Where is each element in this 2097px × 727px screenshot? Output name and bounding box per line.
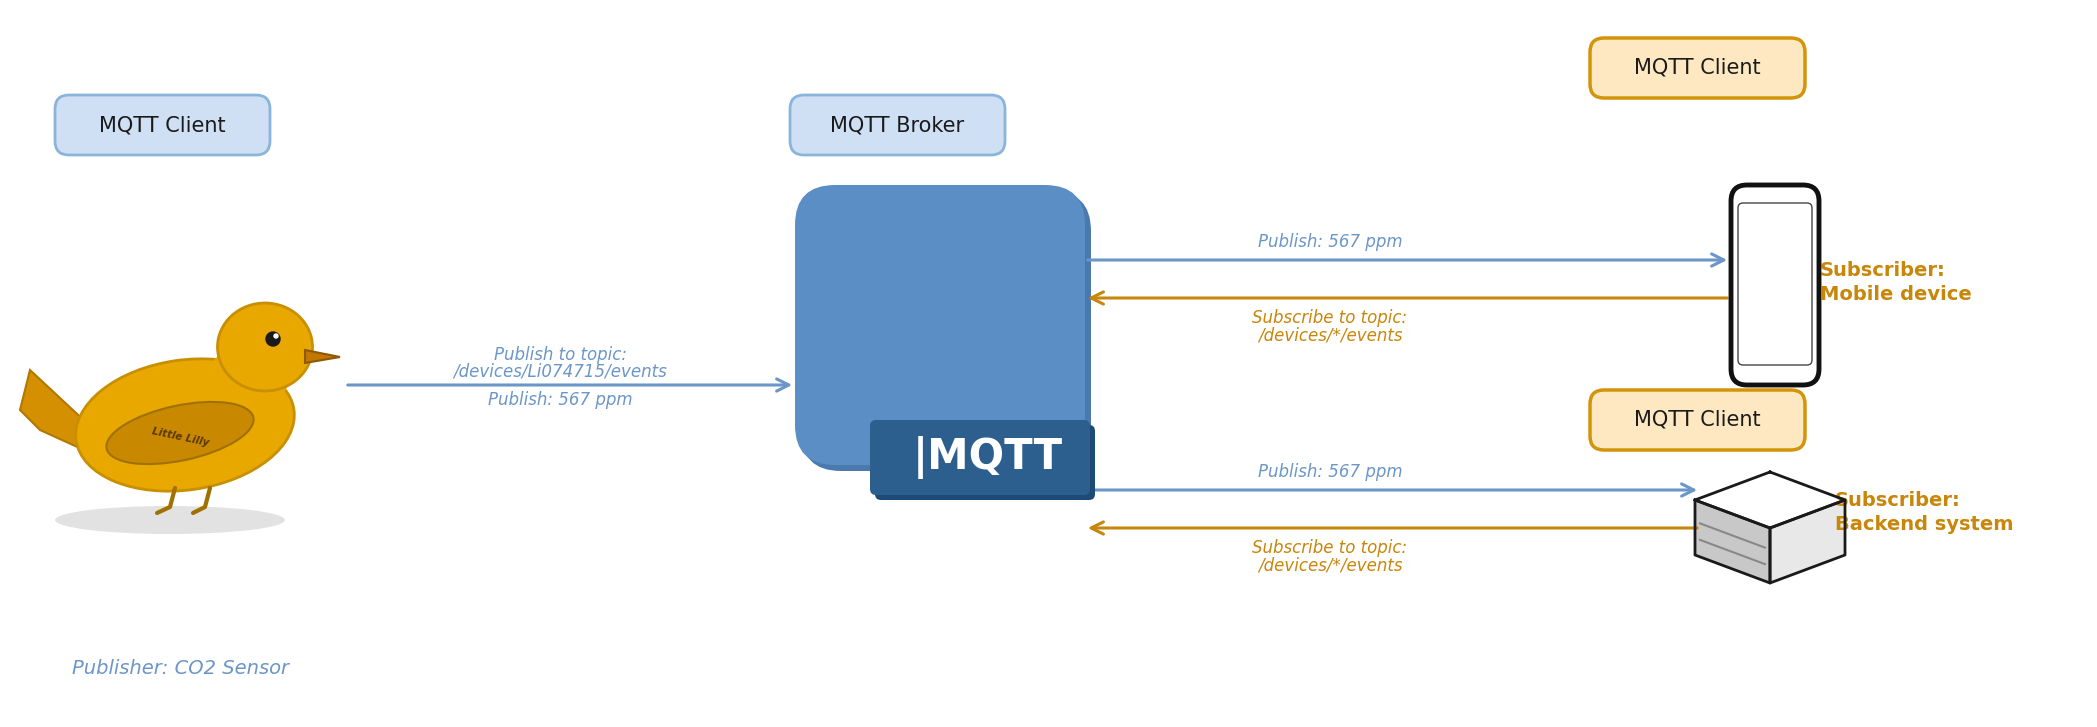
Text: Subscriber:: Subscriber:	[1835, 491, 1961, 510]
Text: MQTT Client: MQTT Client	[99, 115, 226, 135]
FancyBboxPatch shape	[874, 425, 1095, 500]
Polygon shape	[21, 370, 105, 455]
Text: /devices/*/events: /devices/*/events	[1258, 556, 1403, 574]
Text: Subscribe to topic:: Subscribe to topic:	[1252, 309, 1407, 327]
Text: Subscriber:: Subscriber:	[1820, 260, 1946, 279]
Text: MQTT Broker: MQTT Broker	[830, 115, 965, 135]
Text: /devices/*/events: /devices/*/events	[1258, 326, 1403, 344]
FancyBboxPatch shape	[795, 185, 1084, 465]
Text: Publish: 567 ppm: Publish: 567 ppm	[489, 391, 633, 409]
Text: MQTT Client: MQTT Client	[1634, 410, 1761, 430]
Text: MQTT Client: MQTT Client	[1634, 58, 1761, 78]
FancyBboxPatch shape	[1590, 390, 1806, 450]
Ellipse shape	[75, 359, 294, 491]
Ellipse shape	[55, 506, 285, 534]
FancyBboxPatch shape	[801, 191, 1090, 471]
Text: Publish to topic:: Publish to topic:	[493, 346, 627, 364]
Ellipse shape	[107, 402, 254, 464]
Polygon shape	[304, 350, 340, 363]
FancyBboxPatch shape	[791, 95, 1004, 155]
Ellipse shape	[218, 303, 312, 391]
Text: /devices/Li074715/events: /devices/Li074715/events	[453, 363, 667, 381]
Polygon shape	[1694, 472, 1845, 528]
Polygon shape	[1694, 500, 1770, 583]
Text: Publisher: CO2 Sensor: Publisher: CO2 Sensor	[71, 659, 289, 678]
FancyBboxPatch shape	[1738, 203, 1812, 365]
Text: |MQTT: |MQTT	[912, 436, 1063, 479]
Ellipse shape	[210, 342, 289, 408]
Text: Subscribe to topic:: Subscribe to topic:	[1252, 539, 1407, 557]
Circle shape	[275, 334, 279, 338]
FancyBboxPatch shape	[55, 95, 271, 155]
Text: Little Lilly: Little Lilly	[151, 426, 210, 448]
Polygon shape	[1770, 500, 1845, 583]
Text: Backend system: Backend system	[1835, 515, 2013, 534]
Circle shape	[266, 332, 281, 346]
Text: Publish: 567 ppm: Publish: 567 ppm	[1258, 233, 1403, 251]
FancyBboxPatch shape	[1730, 185, 1818, 385]
FancyBboxPatch shape	[870, 420, 1090, 495]
Text: Mobile device: Mobile device	[1820, 286, 1971, 305]
FancyBboxPatch shape	[1590, 38, 1806, 98]
Text: Publish: 567 ppm: Publish: 567 ppm	[1258, 463, 1403, 481]
